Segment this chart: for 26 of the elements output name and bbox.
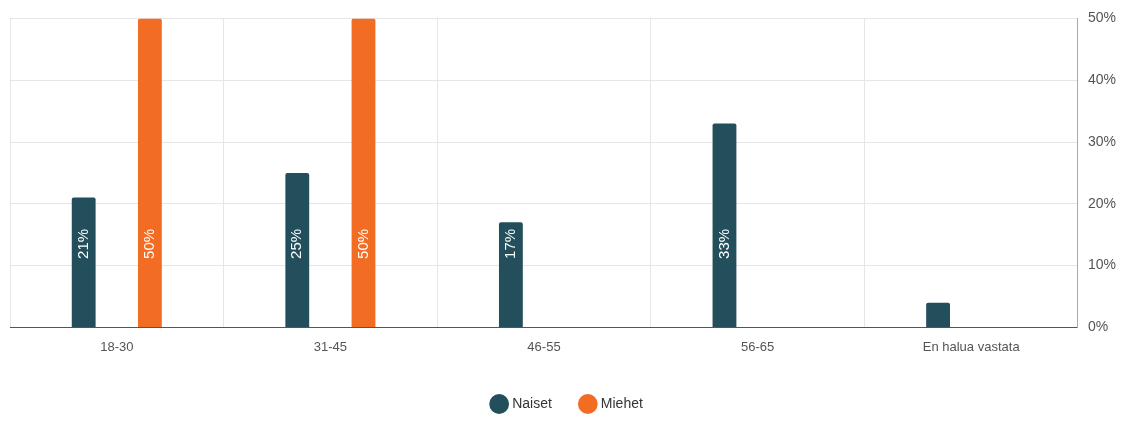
data-label: 17% xyxy=(501,228,519,259)
y-tick-label: 50% xyxy=(1087,9,1117,26)
bar xyxy=(285,172,310,327)
y-tick-label: 30% xyxy=(1087,132,1117,149)
bar xyxy=(351,18,376,327)
bar xyxy=(71,197,96,327)
data-label: 33% xyxy=(714,228,732,259)
x-tick-label: 56-65 xyxy=(740,338,775,354)
data-label: 25% xyxy=(287,228,305,259)
legend-label: Miehet xyxy=(600,394,643,411)
bar xyxy=(712,123,737,327)
y-tick-label: 10% xyxy=(1087,256,1117,273)
bar xyxy=(498,222,523,327)
legend-label: Naiset xyxy=(512,394,552,411)
y-tick-label: 0% xyxy=(1087,318,1109,335)
bar xyxy=(137,18,162,327)
y-tick-label: 40% xyxy=(1087,71,1117,88)
data-label: 21% xyxy=(73,228,91,259)
bar xyxy=(926,302,950,327)
data-label: 50% xyxy=(140,228,158,259)
x-tick-label: 18-30 xyxy=(100,338,134,354)
y-tick-label: 20% xyxy=(1087,194,1117,211)
x-tick-label: 46-55 xyxy=(527,338,561,354)
x-tick-label: En halua vastata xyxy=(922,338,1021,354)
data-label: 50% xyxy=(353,228,371,259)
x-tick-label: 31-45 xyxy=(313,338,348,354)
